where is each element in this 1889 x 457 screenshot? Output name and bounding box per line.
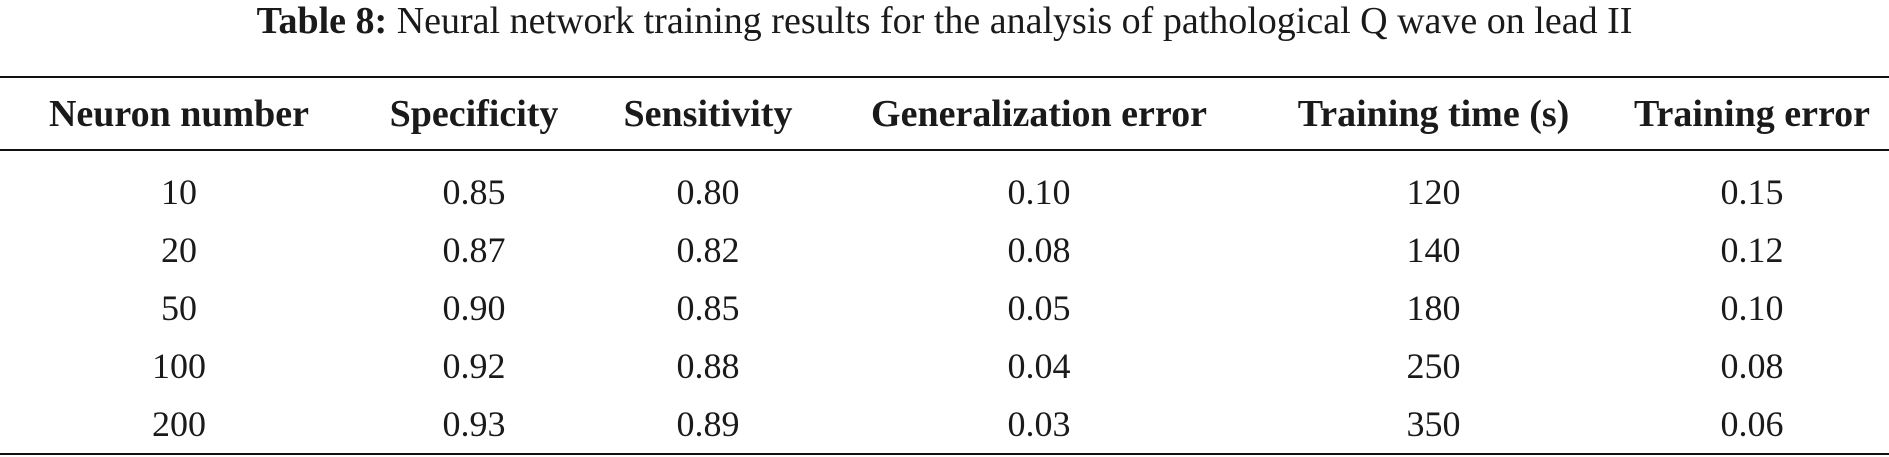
cell-specificity: 0.92 [442,346,506,386]
cell-sensitivity: 0.88 [676,346,740,386]
cell-sensitivity: 0.80 [676,172,740,212]
cell-sensitivity: 0.85 [676,288,740,328]
cell-training-error: 0.15 [1720,172,1784,212]
cell-generalization-error: 0.10 [1007,172,1071,212]
table-bottom-rule [0,453,1889,455]
table-caption-text: Neural network training results for the … [396,0,1633,42]
header-training-error: Training error [1633,92,1871,135]
cell-generalization-error: 0.04 [1007,346,1071,386]
cell-neuron-number: 200 [152,404,206,444]
cell-neuron-number: 10 [161,172,197,212]
table-caption: Table 8: Neural network training results… [0,0,1889,58]
cell-specificity: 0.87 [442,230,506,270]
header-specificity: Specificity [389,92,559,135]
table-caption-label: Table 8: [256,0,388,42]
cell-specificity: 0.90 [442,288,506,328]
cell-training-error: 0.10 [1720,288,1784,328]
cell-training-time: 350 [1406,404,1461,444]
table-top-rule [0,76,1889,78]
cell-training-error: 0.12 [1720,230,1784,270]
cell-sensitivity: 0.89 [676,404,740,444]
cell-generalization-error: 0.08 [1007,230,1071,270]
table-row: 50 0.90 0.85 0.05 180 0.10 [0,279,1889,337]
cell-training-error: 0.06 [1720,404,1784,444]
table-header-rule [0,149,1889,151]
cell-specificity: 0.93 [442,404,506,444]
results-table: Neuron number Specificity Sensitivity Ge… [0,78,1889,453]
cell-training-time: 120 [1406,172,1461,212]
cell-training-time: 140 [1406,230,1461,270]
header-training-time: Training time (s) [1297,92,1570,135]
cell-sensitivity: 0.82 [676,230,740,270]
cell-neuron-number: 20 [161,230,197,270]
table-row: 100 0.92 0.88 0.04 250 0.08 [0,337,1889,395]
table-header-row: Neuron number Specificity Sensitivity Ge… [0,78,1889,149]
header-neuron-number: Neuron number [48,92,310,135]
header-sensitivity: Sensitivity [623,92,793,135]
cell-training-error: 0.08 [1720,346,1784,386]
table-row: 10 0.85 0.80 0.10 120 0.15 [0,149,1889,221]
table-row: 200 0.93 0.89 0.03 350 0.06 [0,395,1889,453]
cell-neuron-number: 100 [152,346,206,386]
cell-training-time: 250 [1406,346,1461,386]
table-row: 20 0.87 0.82 0.08 140 0.12 [0,221,1889,279]
cell-training-time: 180 [1406,288,1461,328]
header-generalization-error: Generalization error [871,92,1207,135]
cell-generalization-error: 0.05 [1007,288,1071,328]
cell-neuron-number: 50 [161,288,197,328]
cell-specificity: 0.85 [442,172,506,212]
cell-generalization-error: 0.03 [1007,404,1071,444]
